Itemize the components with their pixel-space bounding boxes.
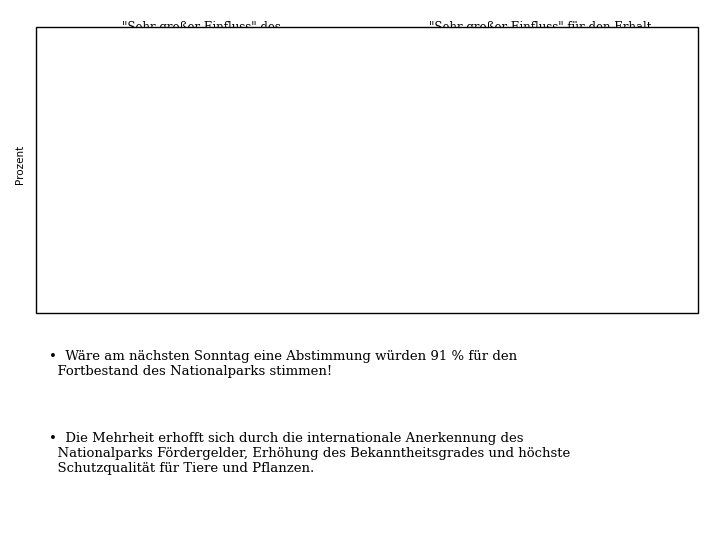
Y-axis label: Prozent: Prozent (15, 145, 25, 184)
Text: 38: 38 (276, 53, 289, 63)
Bar (585, 86, 658, 275)
Bar (422, 161, 495, 275)
Text: •  Die Mehrheit erhofft sich durch die internationale Anerkennung des
  National: • Die Mehrheit erhofft sich durch die in… (49, 432, 570, 475)
Title: "Sehr großer Einfluss" für den Erhalt
der Kulturlandschaft: "Sehr großer Einfluss" für den Erhalt de… (429, 21, 651, 49)
Text: •  Wäre am nächsten Sonntag eine Abstimmung würden 91 % für den
  Fortbestand de: • Wäre am nächsten Sonntag eine Abstimmu… (49, 350, 517, 379)
Title: "Sehr großer Einfluss" des
Nationalparks für den Naturschutz: "Sehr großer Einfluss" des Nationalparks… (97, 21, 306, 49)
Y-axis label: Prozent: Prozent (354, 145, 364, 184)
Bar (246, 65, 320, 275)
Text: 28: 28 (114, 108, 127, 118)
Text: 30: 30 (615, 73, 628, 83)
Text: 18: 18 (452, 150, 465, 159)
Bar (84, 120, 157, 275)
